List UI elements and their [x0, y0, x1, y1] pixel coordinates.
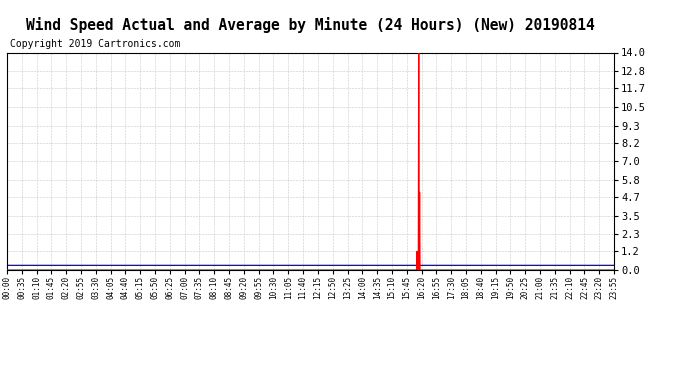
Text: Copyright 2019 Cartronics.com: Copyright 2019 Cartronics.com	[10, 39, 181, 50]
Text: Wind Speed Actual and Average by Minute (24 Hours) (New) 20190814: Wind Speed Actual and Average by Minute …	[26, 17, 595, 33]
Text: Wind  (mph): Wind (mph)	[606, 28, 660, 38]
Text: Average  (mph): Average (mph)	[488, 28, 558, 38]
